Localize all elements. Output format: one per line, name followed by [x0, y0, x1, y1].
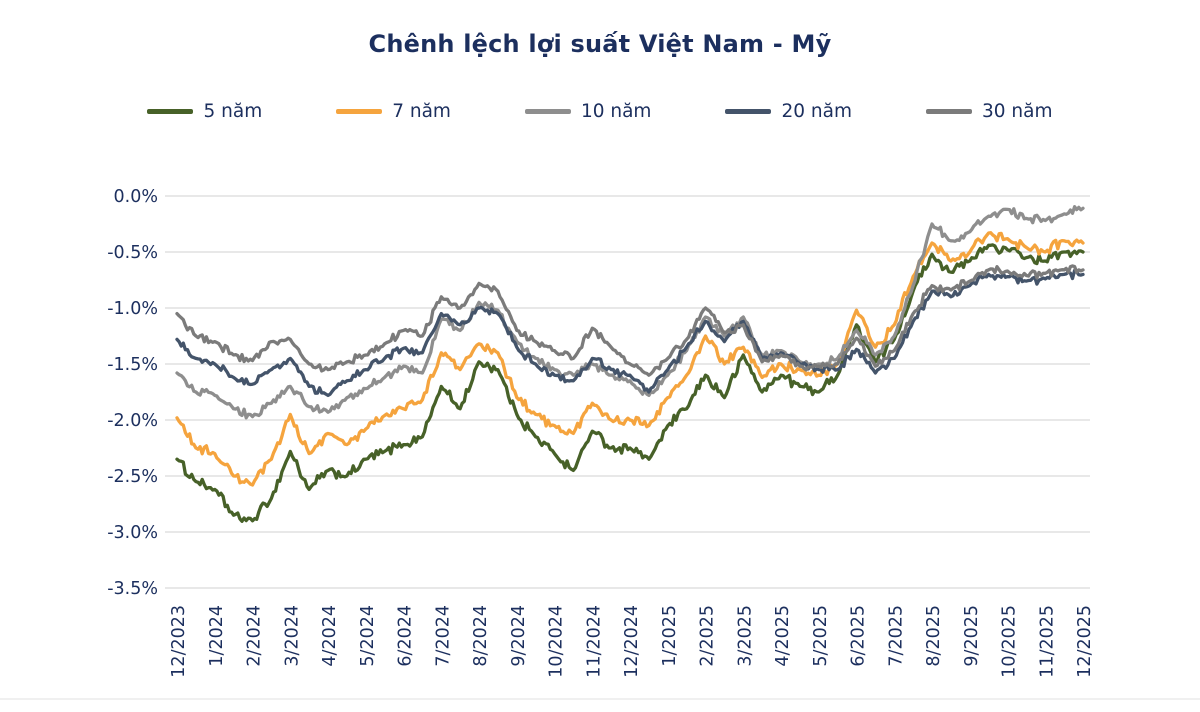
- series-line-2: [175, 231, 1085, 487]
- x-tick-9-2024: 9/2024: [509, 605, 529, 667]
- legend-label-3: 10 năm: [580, 101, 652, 122]
- y-tick-6: -3.0%: [107, 523, 158, 543]
- x-tick-11-2025: 11/2025: [1037, 605, 1057, 678]
- x-tick-11-2024: 11/2024: [584, 605, 604, 678]
- x-tick-10-2025: 10/2025: [1000, 605, 1020, 678]
- legend-label-5: 30 năm: [981, 101, 1053, 122]
- y-tick-1: -0.5%: [107, 243, 158, 263]
- legend-item-3[interactable]: 10 năm: [524, 101, 652, 122]
- series-lines: [175, 205, 1085, 523]
- x-axis-labels: 12/2023 1/2024 2/2024 3/2024 4/2024 5/2024 6/2…: [169, 605, 1095, 678]
- legend-item-1[interactable]: 5 năm: [147, 101, 262, 122]
- y-tick-2: -1.0%: [107, 299, 158, 319]
- legend-item-5[interactable]: 30 năm: [925, 101, 1053, 122]
- x-tick-10-2024: 10/2024: [547, 605, 567, 678]
- x-tick-1-2024: 1/2024: [207, 605, 227, 667]
- x-tick-3-2025: 3/2025: [735, 605, 755, 667]
- legend-swatch-2: [336, 109, 383, 114]
- x-tick-12-2025: 12/2025: [1075, 605, 1095, 678]
- x-tick-6-2024: 6/2024: [396, 605, 416, 667]
- x-tick-2-2025: 2/2025: [698, 605, 718, 667]
- x-tick-5-2024: 5/2024: [358, 605, 378, 667]
- y-tick-5: -2.5%: [107, 467, 158, 487]
- series-line-3: [175, 205, 1085, 420]
- legend-swatch-3: [524, 109, 571, 114]
- y-axis-labels: 0.0% -0.5% -1.0% -1.5% -2.0% -2.5% -3.0% -3.5%: [107, 187, 158, 599]
- x-tick-8-2024: 8/2024: [471, 605, 491, 667]
- x-tick-6-2025: 6/2025: [849, 605, 869, 667]
- x-tick-4-2024: 4/2024: [320, 605, 340, 667]
- legend-swatch-1: [147, 109, 194, 114]
- series-line-5: [175, 264, 1085, 377]
- gridlines: [165, 195, 1090, 589]
- x-tick-12-2024: 12/2024: [622, 605, 642, 678]
- chart-title: Chênh lệch lợi suất Việt Nam - Mỹ: [368, 30, 832, 58]
- x-tick-7-2025: 7/2025: [886, 605, 906, 667]
- series-line-4: [175, 268, 1085, 398]
- x-tick-12-2023: 12/2023: [169, 605, 189, 678]
- legend-item-4[interactable]: 20 năm: [725, 101, 852, 122]
- y-tick-0: 0.0%: [114, 187, 158, 207]
- legend-item-2[interactable]: 7 năm: [336, 101, 451, 122]
- legend-swatch-5: [925, 109, 972, 114]
- y-tick-7: -3.5%: [107, 579, 158, 599]
- x-tick-9-2025: 9/2025: [962, 605, 982, 667]
- y-tick-3: -1.5%: [107, 355, 158, 375]
- legend-label-4: 20 năm: [781, 101, 852, 122]
- x-tick-7-2024: 7/2024: [433, 605, 453, 667]
- y-tick-4: -2.0%: [107, 411, 158, 431]
- x-tick-8-2025: 8/2025: [924, 605, 944, 667]
- x-tick-4-2025: 4/2025: [773, 605, 793, 667]
- series-line-1: [175, 243, 1085, 523]
- x-tick-5-2025: 5/2025: [811, 605, 831, 667]
- chart-legend: 5 năm 7 năm 10 năm 20 năm 30 năm: [0, 101, 1200, 122]
- legend-label-1: 5 năm: [203, 101, 263, 122]
- x-tick-1-2025: 1/2025: [660, 605, 680, 667]
- x-tick-2-2024: 2/2024: [245, 605, 265, 667]
- legend-swatch-4: [725, 109, 772, 114]
- legend-label-2: 7 năm: [392, 101, 451, 122]
- x-tick-3-2024: 3/2024: [282, 605, 302, 667]
